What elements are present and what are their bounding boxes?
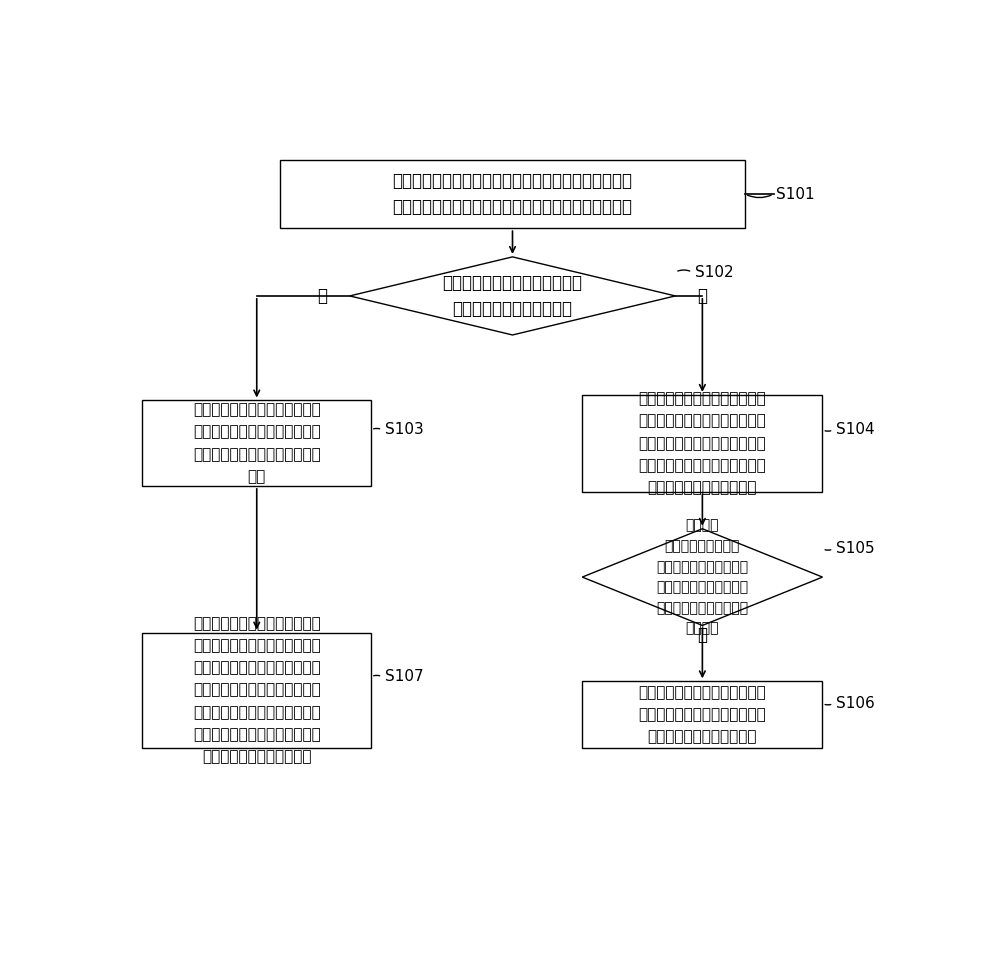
Polygon shape <box>350 257 675 335</box>
FancyBboxPatch shape <box>142 401 371 486</box>
Text: S105: S105 <box>836 541 874 556</box>
Text: 否: 否 <box>697 287 707 305</box>
Text: S106: S106 <box>836 696 874 711</box>
Text: 是: 是 <box>318 287 328 305</box>
Text: S107: S107 <box>385 669 423 684</box>
Text: 按照该虚拟机请求所携带的该硬
盘容量和该内存容量，基于所关
联的物理机为该用户分配云端虚
拟机: 按照该虚拟机请求所携带的该硬 盘容量和该内存容量，基于所关 联的物理机为该用户分… <box>193 403 321 484</box>
FancyBboxPatch shape <box>280 159 745 228</box>
Polygon shape <box>582 528 822 625</box>
FancyBboxPatch shape <box>582 681 822 748</box>
Text: 向该终端反馈关于按照该预定比
值更改该硬盘容量与该内存容量
的通知信息，以使得该终端在接
收到该通知信息后，输出与该通
知信息对应的变更提示信息: 向该终端反馈关于按照该预定比 值更改该硬盘容量与该内存容量 的通知信息，以使得该… <box>639 391 766 496</box>
FancyBboxPatch shape <box>582 395 822 492</box>
Text: 按照该变更后硬盘容量和该变更
后内存容量，基于所关联的物理
机为该用户分配云端虚拟机: 按照该变更后硬盘容量和该变更 后内存容量，基于所关联的物理 机为该用户分配云端虚… <box>639 685 766 745</box>
Text: 在接收到该用户通过该终端发送
的虚拟机保留请求时，按照该虚
拟机请求所携带的该硬盘容量和
该内存容量，基于所关联的物理
机为用户分配云端虚拟机，并且
，按照预定: 在接收到该用户通过该终端发送 的虚拟机保留请求时，按照该虚 拟机请求所携带的该硬… <box>193 616 321 764</box>
Text: 判断该硬盘容量与该内存容量的
目标比值是否超过预定比值: 判断该硬盘容量与该内存容量的 目标比值是否超过预定比值 <box>442 273 582 318</box>
Text: S102: S102 <box>695 265 733 279</box>
Text: S103: S103 <box>385 422 423 438</box>
Text: 是: 是 <box>697 626 707 644</box>
Text: 在接收到
用户通过终端发送的
变更请求时，判断变更后
硬盘容量与变更后内存容
量的变更后比值是否超过
预定比值: 在接收到 用户通过终端发送的 变更请求时，判断变更后 硬盘容量与变更后内存容 量… <box>656 519 748 636</box>
Text: 接收用户通过终端发出的虚拟机请求，该虚拟机请求携
带有所要请求云端虚拟机的硬盘容量与内存容量的信息: 接收用户通过终端发出的虚拟机请求，该虚拟机请求携 带有所要请求云端虚拟机的硬盘容… <box>392 172 633 216</box>
FancyBboxPatch shape <box>142 633 371 748</box>
Text: S104: S104 <box>836 422 874 438</box>
Text: S101: S101 <box>776 186 815 202</box>
